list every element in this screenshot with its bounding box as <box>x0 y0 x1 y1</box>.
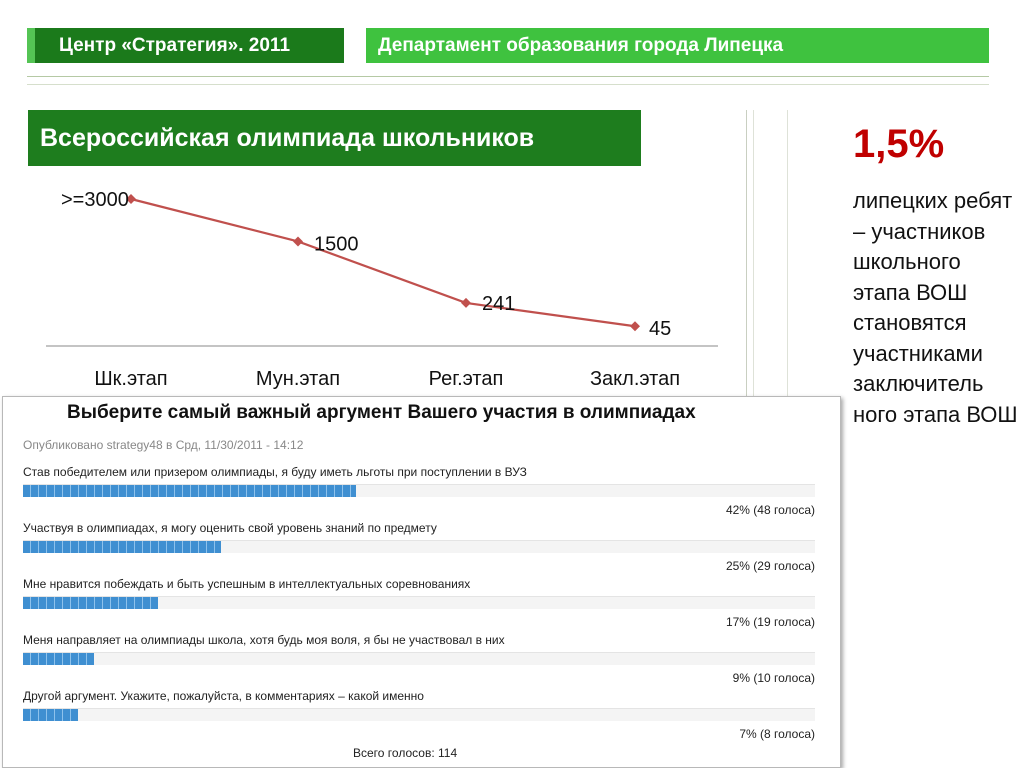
header-right-title: Департамент образования города Липецка <box>366 28 989 63</box>
header-divider <box>27 76 989 77</box>
x-tick-label: Шк.этап <box>94 368 167 390</box>
poll-option-result: 25% (29 голоса) <box>725 559 815 573</box>
poll-option-result: 17% (19 голоса) <box>725 615 815 629</box>
poll-panel: Выберите самый важный аргумент Вашего уч… <box>2 396 841 768</box>
header-left-title: Центр «Стратегия». 2011 <box>27 28 344 63</box>
data-point-marker <box>630 321 640 332</box>
poll-meta: Опубликовано strategy48 в Срд, 11/30/201… <box>23 438 304 452</box>
poll-option-result: 9% (10 голоса) <box>732 671 815 685</box>
poll-bar-track <box>23 596 815 609</box>
header-divider-secondary <box>27 84 989 85</box>
poll-bar-track <box>23 484 815 497</box>
chart-title: Всероссийская олимпиада школьников <box>28 110 641 166</box>
series-line <box>130 197 636 328</box>
poll-bar-fill <box>23 709 79 721</box>
poll-option-label: Участвуя в олимпиадах, я могу оценить св… <box>23 521 437 535</box>
poll-option-label: Мне нравится побеждать и быть успешным в… <box>23 577 471 591</box>
poll-option-label: Меня направляет на олимпиады школа, хотя… <box>23 633 505 647</box>
x-tick-label: Мун.этап <box>256 368 340 390</box>
column-divider <box>753 110 754 400</box>
data-point-marker <box>126 194 136 204</box>
data-point-marker <box>461 297 471 308</box>
data-label: 241 <box>482 293 515 315</box>
stat-caption: липецких ребят – участников школьного эт… <box>853 188 1018 427</box>
poll-bar-track <box>23 652 815 665</box>
poll-option-label: Другой аргумент. Укажите, пожалуйста, в … <box>23 689 424 703</box>
poll-option-result: 7% (8 голоса) <box>739 727 815 741</box>
data-label: 45 <box>649 318 671 340</box>
poll-bar-fill <box>23 541 221 553</box>
poll-option-result: 42% (48 голоса) <box>725 503 815 517</box>
x-tick-label: Закл.этап <box>590 368 680 390</box>
data-label: >=3000 <box>61 189 129 211</box>
stat-value: 1,5% <box>853 122 945 166</box>
poll-bar-fill <box>23 485 356 497</box>
poll-title: Выберите самый важный аргумент Вашего уч… <box>67 402 696 423</box>
line-chart: >=3000 Шк.этап 1500 Мун.этап 241 Рег.этап 45 За… <box>46 189 718 390</box>
x-tick-label: Рег.этап <box>429 368 504 390</box>
poll-option-label: Став победителем или призером олимпиады,… <box>23 465 527 479</box>
poll-bar-fill <box>23 597 158 609</box>
poll-bar-fill <box>23 653 95 665</box>
poll-bar-track <box>23 540 815 553</box>
poll-bar-track <box>23 708 815 721</box>
data-point-marker <box>293 236 303 247</box>
column-divider <box>787 110 788 400</box>
column-divider <box>746 110 747 400</box>
data-label: 1500 <box>314 233 359 255</box>
poll-total: Всего голосов: 114 <box>353 746 458 760</box>
